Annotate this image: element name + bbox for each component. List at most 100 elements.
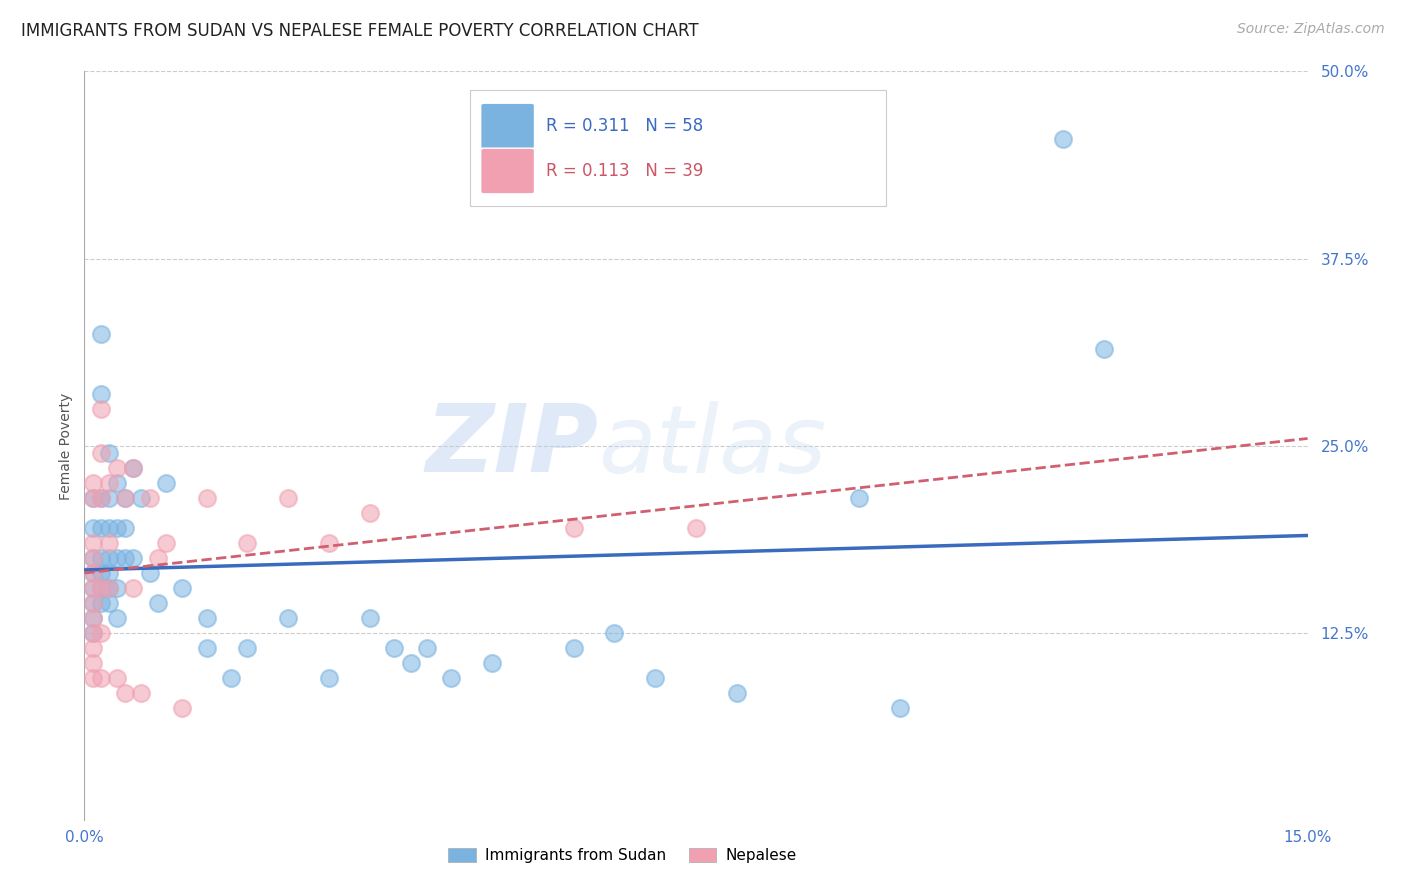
Point xyxy=(82,582,104,596)
Point xyxy=(146,596,169,610)
Y-axis label: Female Poverty: Female Poverty xyxy=(59,392,73,500)
Point xyxy=(848,491,870,506)
Point xyxy=(82,566,104,581)
Text: R = 0.113   N = 39: R = 0.113 N = 39 xyxy=(546,162,703,180)
Point xyxy=(90,551,112,566)
Point xyxy=(90,386,112,401)
Text: atlas: atlas xyxy=(598,401,827,491)
Point xyxy=(1052,132,1074,146)
Point xyxy=(195,611,218,625)
Point xyxy=(114,551,136,566)
Point xyxy=(562,521,585,535)
Point xyxy=(155,536,177,550)
Point xyxy=(97,582,120,596)
Point xyxy=(172,582,194,596)
Point xyxy=(90,566,112,581)
Point xyxy=(105,521,128,535)
Text: Source: ZipAtlas.com: Source: ZipAtlas.com xyxy=(1237,22,1385,37)
Point xyxy=(562,641,585,656)
Point xyxy=(122,461,145,475)
Point xyxy=(82,566,104,581)
FancyBboxPatch shape xyxy=(470,90,886,206)
Point xyxy=(82,671,104,685)
Point xyxy=(481,657,503,671)
Legend: Immigrants from Sudan, Nepalese: Immigrants from Sudan, Nepalese xyxy=(441,841,803,869)
Point xyxy=(82,641,104,656)
Point xyxy=(82,657,104,671)
FancyBboxPatch shape xyxy=(481,103,534,149)
Point xyxy=(90,491,112,506)
Point xyxy=(131,686,153,700)
Point xyxy=(172,701,194,715)
Point xyxy=(82,551,104,566)
Point xyxy=(359,507,381,521)
Point xyxy=(82,626,104,640)
Point xyxy=(359,611,381,625)
Point xyxy=(114,491,136,506)
Point xyxy=(155,476,177,491)
Point xyxy=(685,521,707,535)
Point xyxy=(277,611,299,625)
Point xyxy=(105,582,128,596)
Point xyxy=(97,536,120,550)
Point xyxy=(90,582,112,596)
Point xyxy=(82,491,104,506)
Point xyxy=(97,491,120,506)
Point xyxy=(122,551,145,566)
Point xyxy=(318,671,340,685)
Point xyxy=(90,326,112,341)
Point xyxy=(90,401,112,416)
Point xyxy=(90,626,112,640)
Point xyxy=(195,641,218,656)
Point xyxy=(82,611,104,625)
Point xyxy=(399,657,422,671)
Text: IMMIGRANTS FROM SUDAN VS NEPALESE FEMALE POVERTY CORRELATION CHART: IMMIGRANTS FROM SUDAN VS NEPALESE FEMALE… xyxy=(21,22,699,40)
Point xyxy=(97,596,120,610)
Point xyxy=(90,446,112,460)
Point xyxy=(138,491,160,506)
Point xyxy=(82,536,104,550)
Point xyxy=(97,521,120,535)
Point xyxy=(105,611,128,625)
Point xyxy=(82,476,104,491)
Point xyxy=(114,686,136,700)
Point xyxy=(90,596,112,610)
Point xyxy=(82,596,104,610)
Point xyxy=(97,446,120,460)
Point xyxy=(90,582,112,596)
Point xyxy=(105,551,128,566)
Point xyxy=(90,671,112,685)
Point xyxy=(131,491,153,506)
Point xyxy=(416,641,439,656)
Point xyxy=(97,566,120,581)
Point xyxy=(219,671,242,685)
Point xyxy=(146,551,169,566)
FancyBboxPatch shape xyxy=(481,148,534,194)
Point xyxy=(114,491,136,506)
Point xyxy=(82,596,104,610)
Point xyxy=(195,491,218,506)
Text: R = 0.311   N = 58: R = 0.311 N = 58 xyxy=(546,117,703,135)
Point xyxy=(82,521,104,535)
Point xyxy=(122,461,145,475)
Point xyxy=(82,611,104,625)
Point xyxy=(82,491,104,506)
Point xyxy=(440,671,463,685)
Point xyxy=(90,521,112,535)
Point xyxy=(236,536,259,550)
Point xyxy=(90,491,112,506)
Point xyxy=(318,536,340,550)
Point xyxy=(236,641,259,656)
Point xyxy=(82,551,104,566)
Point xyxy=(97,582,120,596)
Point xyxy=(97,551,120,566)
Point xyxy=(382,641,405,656)
Point xyxy=(644,671,666,685)
Point xyxy=(122,582,145,596)
Point xyxy=(97,476,120,491)
Point xyxy=(138,566,160,581)
Point xyxy=(105,461,128,475)
Point xyxy=(277,491,299,506)
Point xyxy=(889,701,911,715)
Point xyxy=(105,476,128,491)
